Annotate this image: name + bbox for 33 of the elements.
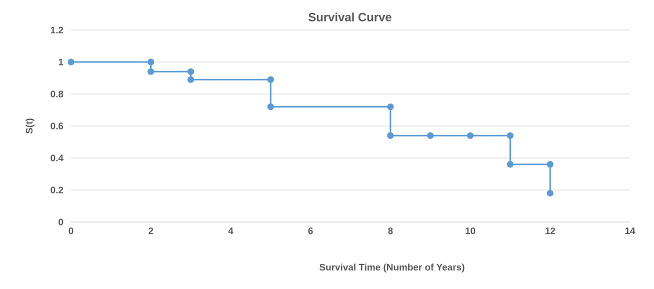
point xyxy=(68,58,74,66)
point xyxy=(546,190,554,197)
point xyxy=(148,68,154,75)
point xyxy=(267,103,274,110)
point xyxy=(506,161,514,168)
x-tick-label: 12 xyxy=(545,228,556,234)
point xyxy=(267,76,274,83)
point xyxy=(546,161,554,168)
y-tick-label: 0.8 xyxy=(50,90,64,98)
point xyxy=(387,103,394,110)
x-axis-title: Survival Time (Number of Years) xyxy=(320,264,464,272)
point xyxy=(506,132,514,139)
point xyxy=(187,76,194,83)
x-tick-label: 0 xyxy=(68,228,74,234)
y-tick-label: 1.2 xyxy=(50,26,64,34)
y-tick-label: 0.4 xyxy=(50,154,64,162)
x-tick-label: 10 xyxy=(466,228,476,234)
point xyxy=(148,58,154,66)
y-tick-label: 1 xyxy=(58,58,64,66)
x-tick-label: 14 xyxy=(625,228,636,234)
chart-title: Survival Curve xyxy=(308,12,392,22)
point xyxy=(387,132,394,139)
point xyxy=(187,68,194,75)
x-tick-label: 4 xyxy=(228,228,234,234)
y-tick-label: 0.2 xyxy=(50,186,64,194)
y-tick-label: 0 xyxy=(58,218,64,226)
x-tick-label: 8 xyxy=(388,228,393,234)
x-tick-label: 2 xyxy=(148,228,154,234)
point xyxy=(466,132,474,139)
y-tick-label: 0.6 xyxy=(50,122,64,130)
x-tick-label: 6 xyxy=(308,228,313,234)
point xyxy=(427,132,434,139)
y-axis-title: S(t) xyxy=(26,118,34,134)
